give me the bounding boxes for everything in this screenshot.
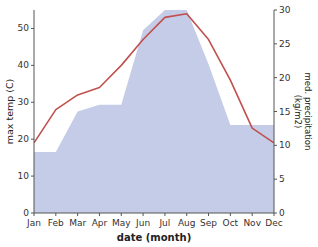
x-tick-label: Sep [200, 218, 217, 228]
y-tick [31, 28, 34, 29]
y-tick-label: 0 [23, 208, 29, 218]
x-tick-label: Jul [158, 218, 170, 228]
x-tick [143, 213, 144, 216]
x-tick [55, 213, 56, 216]
plot-area [34, 10, 274, 213]
y2-tick-label: 30 [279, 5, 291, 15]
x-tick [34, 213, 35, 216]
y2-tick [274, 10, 277, 11]
y-axis-line [34, 10, 35, 213]
precip-area [34, 10, 274, 213]
x-tick-label: Jun [135, 218, 150, 228]
y-tick-label: 10 [18, 171, 30, 181]
y-tick [31, 102, 34, 103]
y-tick-label: 50 [18, 23, 30, 33]
y2-tick [274, 179, 277, 180]
x-tick [164, 213, 165, 216]
x-tick-label: Oct [223, 218, 239, 228]
y2-tick-label: 25 [279, 39, 290, 49]
x-tick [208, 213, 209, 216]
x-tick [77, 213, 78, 216]
chart: 0 10 20 30 40 50 0 5 10 15 20 25 30 Jan Feb Mar Apr May Ju… [0, 0, 318, 247]
y2-tick [274, 43, 277, 44]
y-tick-label: 20 [18, 134, 30, 144]
x-tick-label: Feb [48, 218, 64, 228]
x-tick-label: Dec [265, 218, 282, 228]
x-tick [252, 213, 253, 216]
y-tick [31, 139, 34, 140]
y2-tick-label: 5 [279, 174, 285, 184]
y2-tick-label: 15 [279, 107, 290, 117]
x-tick-label: Nov [243, 218, 261, 228]
x-tick [186, 213, 187, 216]
y2-axis-label-line: (kg/m2) [293, 95, 303, 129]
y2-tick-label: 20 [279, 73, 291, 83]
y-tick [31, 176, 34, 177]
y2-tick [274, 145, 277, 146]
temp-line [34, 14, 274, 143]
x-tick-label: Mar [69, 218, 86, 228]
x-tick-label: Apr [92, 218, 108, 228]
y2-tick-label: 0 [279, 208, 285, 218]
x-axis-line [34, 213, 274, 214]
x-axis-label: date (month) [117, 232, 191, 243]
x-tick [274, 213, 275, 216]
y-axis-label: max temp (C) [4, 79, 15, 145]
y-tick-label: 30 [18, 97, 30, 107]
x-tick-label: Aug [178, 218, 196, 228]
x-tick [99, 213, 100, 216]
y2-tick-label: 10 [279, 140, 291, 150]
y-tick [31, 65, 34, 66]
y2-axis-label: med. precipitation(kg/m2) [293, 73, 313, 151]
x-tick-label: Jan [26, 218, 41, 228]
y2-tick [274, 77, 277, 78]
y-tick-label: 40 [18, 60, 30, 70]
x-tick-label: May [112, 218, 131, 228]
x-tick [230, 213, 231, 216]
x-tick [121, 213, 122, 216]
y2-axis-label-line: med. precipitation [303, 73, 313, 151]
y2-tick [274, 111, 277, 112]
